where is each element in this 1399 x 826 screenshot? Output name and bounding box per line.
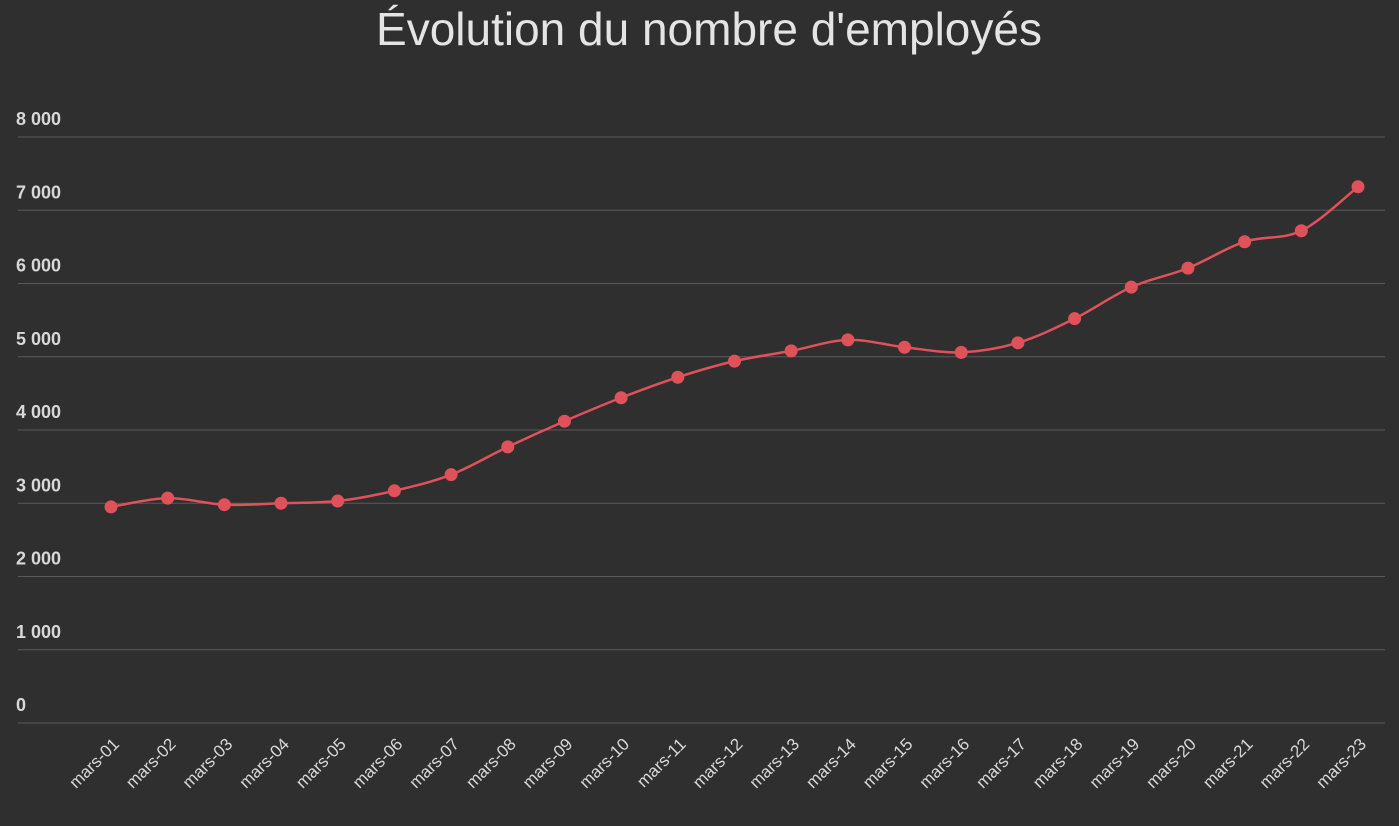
data-point bbox=[501, 440, 515, 454]
data-point bbox=[1181, 261, 1195, 275]
data-point bbox=[217, 498, 231, 512]
data-point bbox=[331, 494, 345, 508]
y-tick-label: 1 000 bbox=[16, 622, 61, 642]
data-point bbox=[104, 500, 118, 514]
data-point bbox=[557, 414, 571, 428]
data-point bbox=[1351, 180, 1365, 194]
y-tick-label: 8 000 bbox=[16, 109, 61, 129]
y-tick-label: 5 000 bbox=[16, 329, 61, 349]
data-point bbox=[444, 468, 458, 482]
data-point bbox=[671, 370, 685, 384]
data-point bbox=[784, 344, 798, 358]
data-point bbox=[1238, 235, 1252, 249]
data-point bbox=[898, 340, 912, 354]
y-tick-label: 7 000 bbox=[16, 182, 61, 202]
data-point bbox=[161, 491, 175, 505]
y-tick-label: 0 bbox=[16, 695, 26, 715]
y-tick-label: 6 000 bbox=[16, 256, 61, 276]
data-point bbox=[841, 333, 855, 347]
y-tick-label: 2 000 bbox=[16, 549, 61, 569]
data-point bbox=[1068, 312, 1082, 326]
data-point bbox=[1294, 224, 1308, 238]
chart-title: Évolution du nombre d'employés bbox=[376, 3, 1042, 55]
y-tick-label: 3 000 bbox=[16, 475, 61, 495]
data-point bbox=[954, 345, 968, 359]
data-point bbox=[728, 354, 741, 368]
data-point bbox=[387, 484, 401, 498]
data-point bbox=[274, 496, 288, 510]
data-point bbox=[1124, 280, 1138, 294]
data-point bbox=[1011, 336, 1025, 350]
y-tick-label: 4 000 bbox=[16, 402, 61, 422]
data-point bbox=[614, 391, 628, 405]
